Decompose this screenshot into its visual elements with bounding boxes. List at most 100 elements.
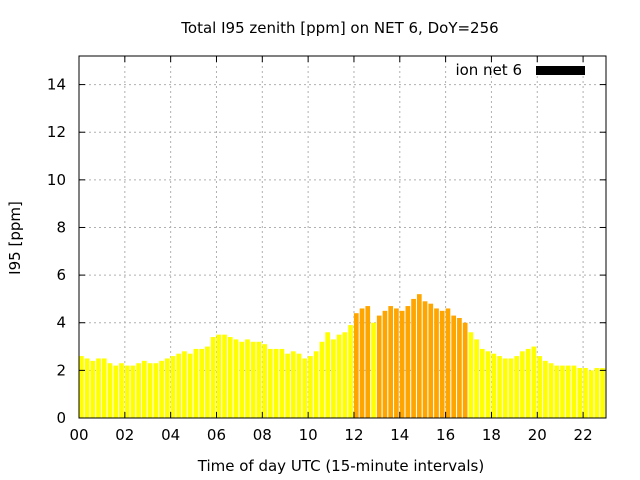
- bar: [101, 358, 107, 418]
- bar: [336, 334, 342, 418]
- bar: [565, 365, 571, 418]
- bar: [491, 353, 497, 418]
- y-tick-label: 2: [56, 361, 66, 379]
- legend: ion net 6: [455, 61, 585, 79]
- x-tick-label: 18: [482, 426, 501, 444]
- bar: [233, 339, 239, 418]
- bar: [411, 298, 416, 418]
- bar: [514, 356, 520, 418]
- bar: [474, 339, 479, 418]
- plot-border: [78, 55, 607, 419]
- legend-label: ion net 6: [455, 61, 522, 79]
- bar: [187, 353, 193, 418]
- y-axis-label: I95 [ppm]: [6, 201, 24, 275]
- bar: [245, 339, 250, 418]
- bar: [439, 310, 445, 418]
- x-tick-label: 16: [436, 426, 455, 444]
- y-tick-label: 0: [56, 409, 66, 427]
- bar: [308, 356, 313, 418]
- bar: [239, 341, 245, 418]
- bar: [371, 322, 376, 418]
- bar: [107, 363, 113, 418]
- bar: [531, 346, 537, 418]
- bar: [382, 310, 388, 418]
- x-axis-label: Time of day UTC (15-minute intervals): [197, 457, 484, 475]
- bar: [399, 310, 405, 418]
- bar: [331, 339, 336, 418]
- chart-title: Total I95 zenith [ppm] on NET 6, DoY=256: [180, 19, 498, 37]
- bar: [508, 358, 514, 418]
- y-tick-label: 10: [47, 171, 66, 189]
- bar: [210, 337, 216, 418]
- x-tick-label: 02: [115, 426, 134, 444]
- x-tick-label: 14: [390, 426, 409, 444]
- bar: [571, 365, 577, 418]
- bar: [113, 365, 119, 418]
- bar: [560, 365, 565, 418]
- bar: [542, 360, 548, 418]
- bar: [600, 367, 605, 418]
- bar: [502, 358, 508, 418]
- x-tick-label: 00: [69, 426, 88, 444]
- bar: [445, 308, 451, 418]
- x-tick-label: 08: [253, 426, 272, 444]
- bar: [468, 332, 474, 418]
- bar: [388, 306, 394, 418]
- bar: [588, 370, 594, 418]
- bar: [290, 351, 296, 418]
- bar: [96, 358, 101, 418]
- bar: [313, 351, 319, 418]
- bar: [428, 303, 434, 418]
- bar: [359, 308, 365, 418]
- bar: [216, 334, 222, 418]
- bar: [451, 315, 457, 418]
- bars: [79, 294, 605, 418]
- bar: [479, 348, 485, 418]
- y-tick-label: 8: [56, 218, 66, 236]
- x-tick-label: 20: [528, 426, 547, 444]
- bar: [594, 367, 600, 418]
- y-tick-label: 6: [56, 266, 66, 284]
- y-tick-label: 4: [56, 314, 66, 332]
- bar: [159, 360, 164, 418]
- bar: [520, 351, 525, 418]
- y-tick-label: 14: [47, 76, 66, 94]
- bar: [342, 332, 348, 418]
- bar: [124, 365, 130, 418]
- bar: [279, 348, 285, 418]
- bar: [296, 353, 302, 418]
- bar: [262, 344, 268, 418]
- bar: [583, 367, 588, 418]
- bar: [273, 348, 279, 418]
- bar: [497, 356, 502, 418]
- bar: [485, 351, 491, 418]
- bar: [405, 306, 411, 418]
- bar: [325, 332, 331, 418]
- x-tick-label: 22: [574, 426, 593, 444]
- bar: [285, 353, 290, 418]
- bar: [457, 317, 462, 418]
- x-tick-label: 12: [344, 426, 363, 444]
- bar: [199, 348, 204, 418]
- bar: [256, 341, 262, 418]
- bar: [353, 313, 359, 418]
- bar: [84, 358, 90, 418]
- bar: [537, 356, 542, 418]
- bar: [577, 367, 583, 418]
- x-tick-label: 06: [207, 426, 226, 444]
- bar: [365, 306, 371, 418]
- bar: [434, 308, 439, 418]
- bar: [548, 363, 554, 418]
- bar: [268, 348, 273, 418]
- bar: [153, 363, 159, 418]
- bar: [250, 341, 256, 418]
- bar: [142, 360, 147, 418]
- bar: [164, 358, 170, 418]
- bar: [416, 294, 422, 418]
- bar: [222, 334, 227, 418]
- x-tick-label: 04: [161, 426, 180, 444]
- bar: [525, 348, 531, 418]
- legend-swatch: [536, 66, 585, 75]
